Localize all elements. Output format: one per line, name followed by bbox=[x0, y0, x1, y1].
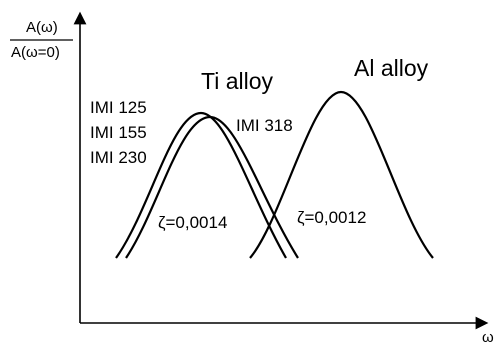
al-damping-label: ζ=0,0012 bbox=[297, 208, 366, 227]
ti-curve-imi155 bbox=[125, 115, 299, 259]
ti-curve-imi125 bbox=[115, 111, 287, 259]
x-axis-label: ω bbox=[482, 329, 494, 345]
ti-curve-label-3: IMI 230 bbox=[90, 148, 147, 167]
ti-curve-label-1: IMI 125 bbox=[90, 98, 147, 117]
ti-curve-label-2: IMI 155 bbox=[90, 123, 147, 142]
ti-alloy-label: Ti alloy bbox=[201, 68, 273, 94]
y-axis-label-denominator: A(ω=0) bbox=[11, 44, 60, 61]
y-axis-label-numerator: A(ω) bbox=[26, 19, 58, 36]
ti-damping-label: ζ=0,0014 bbox=[158, 213, 227, 232]
al-curve-imi318 bbox=[249, 90, 434, 259]
al-curve-label: IMI 318 bbox=[236, 116, 293, 135]
al-alloy-label: Al alloy bbox=[354, 55, 429, 81]
